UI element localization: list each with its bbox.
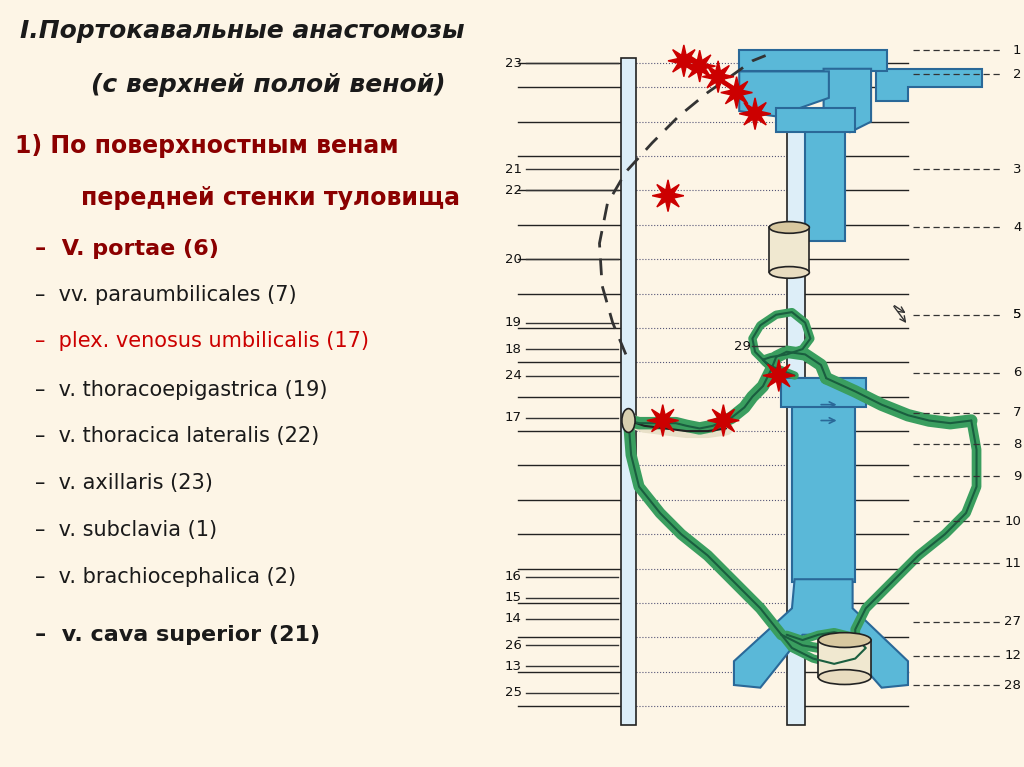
- Text: 20: 20: [505, 252, 521, 265]
- Polygon shape: [621, 58, 636, 725]
- Text: 8: 8: [1013, 438, 1021, 451]
- Polygon shape: [739, 51, 887, 71]
- Polygon shape: [763, 360, 795, 391]
- Text: (с верхней полой веной): (с верхней полой веной): [91, 73, 445, 97]
- Text: 4: 4: [1013, 221, 1021, 234]
- Polygon shape: [776, 108, 855, 132]
- Ellipse shape: [769, 222, 809, 233]
- Ellipse shape: [818, 670, 871, 684]
- Text: 15: 15: [505, 591, 521, 604]
- Text: –  V. portae (6): – V. portae (6): [36, 239, 219, 259]
- Polygon shape: [668, 45, 699, 77]
- Text: 5: 5: [1013, 308, 1021, 321]
- Polygon shape: [684, 51, 716, 82]
- Text: 22: 22: [505, 184, 521, 197]
- Text: –  v. brachiocephalica (2): – v. brachiocephalica (2): [36, 567, 297, 587]
- Polygon shape: [721, 77, 753, 108]
- Text: 5: 5: [1013, 308, 1021, 321]
- Polygon shape: [786, 58, 805, 725]
- Polygon shape: [877, 69, 982, 100]
- Text: 29: 29: [734, 340, 751, 353]
- Text: 13: 13: [505, 660, 521, 673]
- Text: 16: 16: [505, 570, 521, 583]
- Text: передней стенки туловища: передней стенки туловища: [48, 186, 460, 210]
- Polygon shape: [792, 378, 855, 582]
- Polygon shape: [708, 405, 739, 436]
- Text: 3: 3: [1013, 163, 1021, 176]
- Polygon shape: [823, 69, 871, 132]
- Text: 25: 25: [505, 686, 521, 700]
- Text: 2: 2: [1013, 67, 1021, 81]
- Polygon shape: [739, 98, 771, 130]
- Text: –  v. cava superior (21): – v. cava superior (21): [36, 625, 321, 645]
- Text: 7: 7: [1013, 406, 1021, 419]
- Text: 1) По поверхностным венам: 1) По поверхностным венам: [15, 134, 398, 158]
- Text: I.Портокавальные анастомозы: I.Портокавальные анастомозы: [20, 19, 465, 43]
- Polygon shape: [702, 61, 734, 93]
- Polygon shape: [734, 579, 908, 688]
- Polygon shape: [652, 179, 684, 212]
- Ellipse shape: [622, 409, 635, 433]
- Text: 17: 17: [505, 411, 521, 424]
- Ellipse shape: [769, 267, 809, 278]
- Text: 21: 21: [505, 163, 521, 176]
- Text: –  plex. venosus umbilicalis (17): – plex. venosus umbilicalis (17): [36, 331, 370, 351]
- Text: 6: 6: [1013, 367, 1021, 380]
- Text: –  vv. paraumbilicales (7): – vv. paraumbilicales (7): [36, 285, 297, 305]
- Text: 12: 12: [1005, 650, 1021, 663]
- Text: 1: 1: [1013, 44, 1021, 57]
- Text: –  v. thoracica lateralis (22): – v. thoracica lateralis (22): [36, 426, 319, 446]
- Polygon shape: [769, 228, 809, 272]
- Text: 14: 14: [505, 612, 521, 625]
- Text: 9: 9: [1013, 469, 1021, 482]
- Text: 27: 27: [1005, 615, 1021, 628]
- Text: –  v. subclavia (1): – v. subclavia (1): [36, 520, 218, 540]
- Text: 18: 18: [505, 343, 521, 356]
- Text: 10: 10: [1005, 515, 1021, 528]
- Text: –  v. axillaris (23): – v. axillaris (23): [36, 473, 213, 493]
- Polygon shape: [781, 378, 866, 407]
- Ellipse shape: [818, 633, 871, 647]
- Text: 11: 11: [1005, 557, 1021, 570]
- Text: 23: 23: [505, 57, 521, 70]
- Polygon shape: [739, 71, 828, 117]
- Polygon shape: [818, 640, 871, 677]
- Text: 19: 19: [505, 316, 521, 329]
- Polygon shape: [805, 117, 845, 241]
- Text: 24: 24: [505, 369, 521, 382]
- Text: 28: 28: [1005, 679, 1021, 692]
- Polygon shape: [647, 405, 679, 436]
- Text: 26: 26: [505, 639, 521, 652]
- Text: –  v. thoracoepigastrica (19): – v. thoracoepigastrica (19): [36, 380, 328, 400]
